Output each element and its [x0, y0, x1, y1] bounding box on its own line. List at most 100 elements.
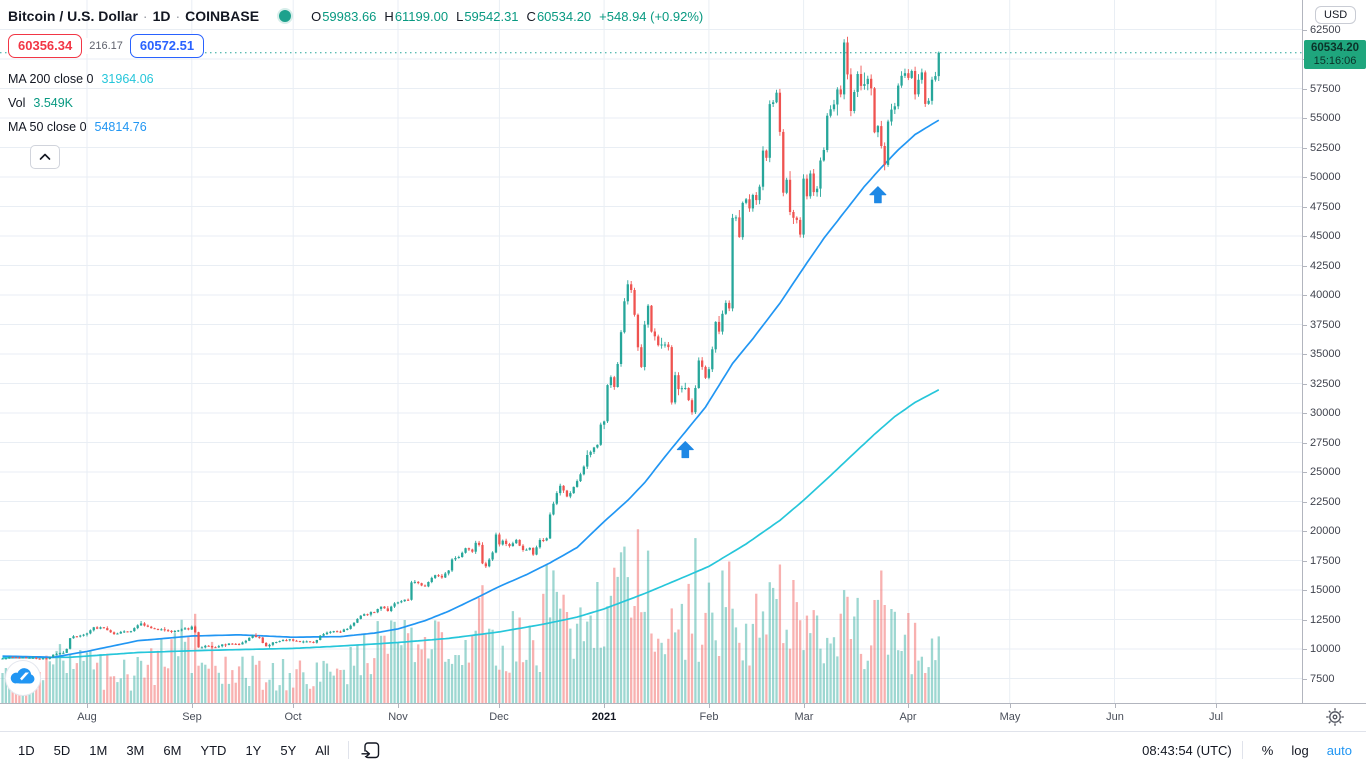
- symbol-title: Bitcoin / U.S. Dollar: [8, 8, 138, 24]
- price-tick-label: 32500: [1310, 378, 1341, 390]
- indicator-row[interactable]: Vol 3.549K: [8, 93, 703, 112]
- price-tick: [1303, 354, 1307, 355]
- range-button-all[interactable]: All: [315, 742, 330, 758]
- close-label: C: [526, 8, 536, 24]
- range-button-5d[interactable]: 5D: [53, 742, 71, 758]
- price-tick: [1303, 620, 1307, 621]
- indicator-value: 3.549K: [33, 95, 74, 110]
- price-tick-label: 20000: [1310, 525, 1341, 537]
- indicator-row[interactable]: MA 200 close 0 31964.06: [8, 69, 703, 88]
- time-tick-label: Feb: [699, 711, 719, 723]
- trade-buttons-row: 60356.34 216.17 60572.51: [8, 34, 703, 58]
- indicator-value: 54814.76: [94, 119, 147, 134]
- buy-button[interactable]: 60572.51: [129, 34, 205, 58]
- open-value: 59983.66: [322, 8, 377, 24]
- toolbar-divider: [347, 741, 349, 759]
- go-to-date-button[interactable]: [359, 738, 383, 762]
- price-tick-label: 30000: [1310, 407, 1341, 419]
- low-label: L: [456, 8, 464, 24]
- last-price-badge: 60534.20 15:16:06: [1304, 40, 1366, 69]
- price-tick-label: 17500: [1310, 555, 1341, 567]
- price-tick: [1303, 384, 1307, 385]
- last-price-value: 60534.20: [1311, 42, 1359, 54]
- range-button-ytd[interactable]: YTD: [200, 742, 227, 758]
- range-button-6m[interactable]: 6M: [163, 742, 182, 758]
- range-button-1m[interactable]: 1M: [89, 742, 108, 758]
- price-tick: [1303, 590, 1307, 591]
- toolbar-right-group: 08:43:54 (UTC) % log auto: [1142, 741, 1366, 759]
- price-tick-label: 47500: [1310, 201, 1341, 213]
- time-tick: [398, 704, 399, 708]
- date-range-buttons: 1D 5D 1M 3M 6M YTD 1Y 5Y All: [0, 739, 338, 762]
- ma200-line: [2, 389, 940, 659]
- legend-collapse-button[interactable]: [30, 145, 60, 169]
- low-value: 59542.31: [464, 8, 519, 24]
- time-tick: [1115, 704, 1116, 708]
- price-axis[interactable]: USD 625006000057500550005250050000475004…: [1302, 0, 1366, 703]
- time-tick-label: Dec: [489, 711, 509, 723]
- time-tick: [87, 704, 88, 708]
- indicator-name: MA 50 close 0: [8, 119, 87, 134]
- price-tick: [1303, 207, 1307, 208]
- open-label: O: [311, 8, 322, 24]
- price-tick-label: 50000: [1310, 171, 1341, 183]
- indicator-value: 31964.06: [101, 71, 154, 86]
- price-tick-label: 52500: [1310, 142, 1341, 154]
- price-tick-label: 35000: [1310, 348, 1341, 360]
- time-tick-label: May: [999, 711, 1021, 723]
- sell-button[interactable]: 60356.34: [8, 34, 83, 58]
- range-button-5y[interactable]: 5Y: [280, 742, 297, 758]
- indicator-name: MA 200 close 0: [8, 71, 94, 86]
- time-tick: [1216, 704, 1217, 708]
- time-tick: [192, 704, 193, 708]
- price-tick-label: 25000: [1310, 466, 1341, 478]
- price-tick: [1303, 295, 1307, 296]
- time-tick: [1010, 704, 1011, 708]
- log-scale-button[interactable]: log: [1291, 742, 1309, 758]
- auto-scale-button[interactable]: auto: [1326, 742, 1352, 758]
- bar-countdown: 15:16:06: [1313, 55, 1357, 67]
- range-button-3m[interactable]: 3M: [126, 742, 145, 758]
- price-tick: [1303, 177, 1307, 178]
- price-tick-label: 15000: [1310, 584, 1341, 596]
- exchange-label: COINBASE: [185, 8, 260, 24]
- time-tick-label: Nov: [388, 711, 408, 723]
- time-axis[interactable]: Aug Sep Oct Nov Dec 2021 Feb Mar Apr May Jun Jul: [0, 703, 1366, 731]
- time-tick: [908, 704, 909, 708]
- time-tick: [604, 704, 605, 708]
- price-tick-label: 62500: [1310, 24, 1341, 36]
- ohlc-values: O 59983.66 H 61199.00 L 59542.31 C 60534.20 …: [311, 9, 703, 24]
- interval-label: 1D: [152, 8, 171, 24]
- price-tick-label: 55000: [1310, 112, 1341, 124]
- time-tick-label: Mar: [794, 711, 814, 723]
- percent-scale-button[interactable]: %: [1261, 742, 1274, 758]
- price-tick-label: 57500: [1310, 83, 1341, 95]
- price-chart-canvas[interactable]: [0, 0, 1302, 703]
- spread-value: 216.17: [82, 38, 130, 54]
- tradingview-logo[interactable]: [4, 659, 42, 697]
- price-tick: [1303, 502, 1307, 503]
- price-tick-label: 10000: [1310, 643, 1341, 655]
- price-tick: [1303, 649, 1307, 650]
- time-tick-label: Jun: [1106, 711, 1124, 723]
- price-tick: [1303, 236, 1307, 237]
- price-tick: [1303, 531, 1307, 532]
- time-tick-label: Aug: [77, 711, 97, 723]
- time-tick: [499, 704, 500, 708]
- toolbar-divider: [1241, 741, 1243, 759]
- time-tick: [804, 704, 805, 708]
- clock[interactable]: 08:43:54 (UTC): [1142, 742, 1232, 758]
- indicator-name: Vol: [8, 95, 26, 110]
- price-tick: [1303, 413, 1307, 414]
- currency-button[interactable]: USD: [1315, 6, 1357, 24]
- price-tick-label: 40000: [1310, 289, 1341, 301]
- range-button-1y[interactable]: 1Y: [245, 742, 262, 758]
- time-tick: [293, 704, 294, 708]
- indicator-row[interactable]: MA 50 close 0 54814.76: [8, 117, 703, 136]
- price-tick: [1303, 118, 1307, 119]
- range-button-1d[interactable]: 1D: [18, 742, 35, 758]
- chart-settings-gear-icon[interactable]: [1325, 707, 1345, 727]
- price-tick-label: 45000: [1310, 230, 1341, 242]
